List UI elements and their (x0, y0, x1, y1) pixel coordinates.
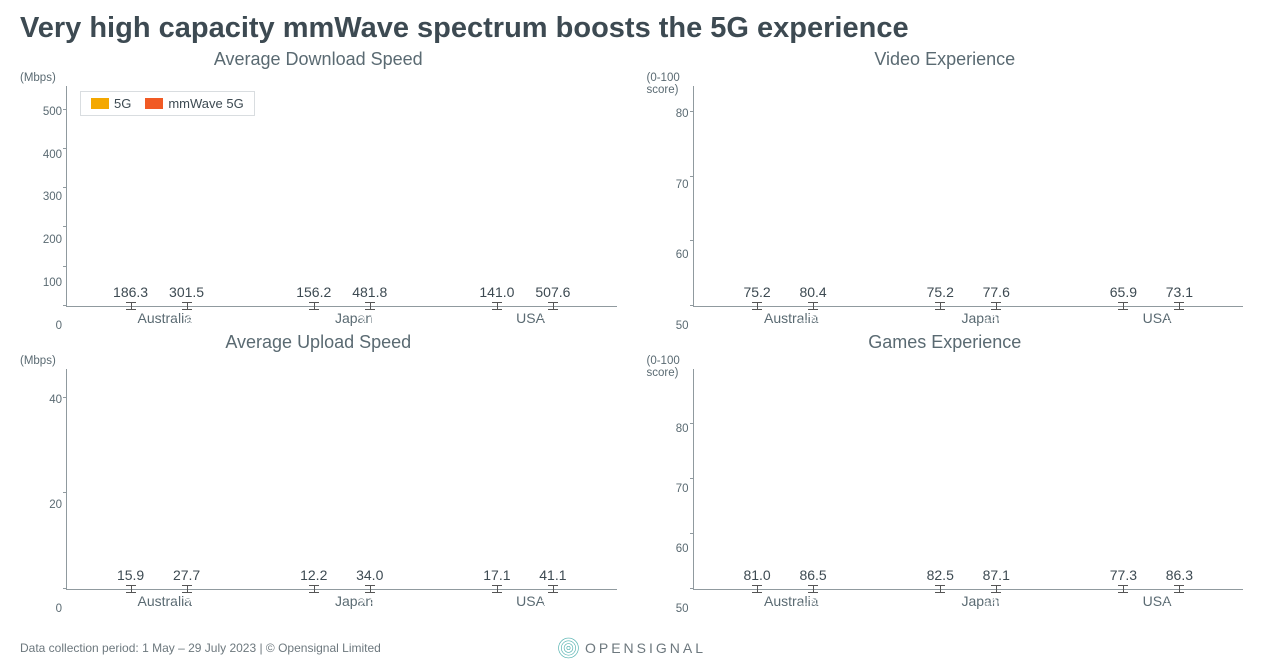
bar-value-label: 81.0 (743, 567, 770, 583)
bar-value-label: 87.1 (983, 567, 1010, 583)
panel-title: Average Download Speed (20, 49, 617, 70)
footer-text: Data collection period: 1 May – 29 July … (20, 641, 381, 655)
bar-value-label: 141.0 (479, 284, 514, 300)
panel-video: Video Experience(0-100 score)5060708075.… (647, 49, 1244, 326)
legend-label: 5G (114, 96, 131, 111)
panel-games: Games Experience(0-100 score)5060708081.… (647, 332, 1244, 609)
bar-value-label: 80.4 (799, 284, 826, 300)
panel-title: Games Experience (647, 332, 1244, 353)
brand-text: OPENSIGNAL (585, 640, 706, 656)
bar-value-label: 75.2 (743, 284, 770, 300)
main-title: Very high capacity mmWave spectrum boost… (20, 12, 1243, 45)
bar-value-label: 77.3 (1110, 567, 1137, 583)
bar-value-label: 27.7 (173, 567, 200, 583)
bar-value-label: 156.2 (296, 284, 331, 300)
bar-value-label: 15.9 (117, 567, 144, 583)
y-tick-label: 50 (676, 320, 689, 332)
legend-label: mmWave 5G (168, 96, 243, 111)
y-tick-label: 80 (676, 108, 689, 120)
chart-grid: Average Download Speed (Mbps) 0 100 200 300 40… (20, 49, 1243, 609)
y-tick-label: 100 (43, 277, 62, 289)
bar-inner-label: +11% (1164, 314, 1195, 328)
bar-inner-label: +12% (1163, 597, 1195, 611)
legend: 5G mmWave 5G (80, 91, 255, 116)
legend-swatch (91, 98, 109, 109)
bar-inner-label: +3% (984, 314, 1009, 328)
bar-value-label: 86.5 (799, 567, 826, 583)
y-axis-unit: (Mbps) (20, 355, 56, 367)
bar-value-label: 41.1 (539, 567, 566, 583)
bar-inner-label: 2.4x faster (537, 597, 568, 626)
opensignal-icon (557, 637, 579, 659)
bar-value-label: 86.3 (1166, 567, 1193, 583)
bar-inner-label: 2.8x faster (354, 597, 385, 626)
y-tick-label: 70 (676, 179, 689, 191)
bar-value-label: 75.2 (927, 284, 954, 300)
y-tick-label: 0 (56, 603, 62, 615)
y-tick-label: 0 (56, 320, 62, 332)
y-tick-label: 70 (676, 483, 689, 495)
bar-inner-label: +7% (800, 314, 825, 328)
panel-title: Average Upload Speed (20, 332, 617, 353)
bar-value-label: 65.9 (1110, 284, 1137, 300)
bar-value-label: 82.5 (927, 567, 954, 583)
y-tick-label: 50 (676, 603, 689, 615)
legend-swatch (145, 98, 163, 109)
bar-value-label: 34.0 (356, 567, 383, 583)
bar-value-label: 481.8 (352, 284, 387, 300)
legend-item: mmWave 5G (145, 96, 243, 111)
panel-title: Video Experience (647, 49, 1244, 70)
y-tick-label: 500 (43, 106, 62, 118)
panel-download: Average Download Speed(Mbps)010020030040… (20, 49, 617, 326)
footer: Data collection period: 1 May – 29 July … (20, 641, 1243, 655)
y-tick-label: 400 (43, 149, 62, 161)
bar-value-label: 12.2 (300, 567, 327, 583)
bar-inner-label: +6% (984, 597, 1009, 611)
bar-value-label: 301.5 (169, 284, 204, 300)
y-tick-label: 60 (676, 543, 689, 555)
bar-inner-label: 1.7x faster (171, 597, 202, 626)
bar-value-label: 507.6 (535, 284, 570, 300)
brand-logo: OPENSIGNAL (557, 637, 706, 659)
bar-inner-label: +7% (800, 597, 825, 611)
bar-value-label: 17.1 (483, 567, 510, 583)
bar-value-label: 73.1 (1166, 284, 1193, 300)
y-tick-label: 40 (49, 394, 62, 406)
panel-upload: Average Upload Speed(Mbps)0204015.927.71… (20, 332, 617, 609)
bar-value-label: 77.6 (983, 284, 1010, 300)
y-tick-label: 60 (676, 249, 689, 261)
y-tick-label: 20 (49, 499, 62, 511)
bar-value-label: 186.3 (113, 284, 148, 300)
y-axis-unit: (Mbps) (20, 72, 56, 84)
legend-item: 5G (91, 96, 131, 111)
y-tick-label: 80 (676, 423, 689, 435)
y-tick-label: 200 (43, 234, 62, 246)
y-tick-label: 300 (43, 191, 62, 203)
